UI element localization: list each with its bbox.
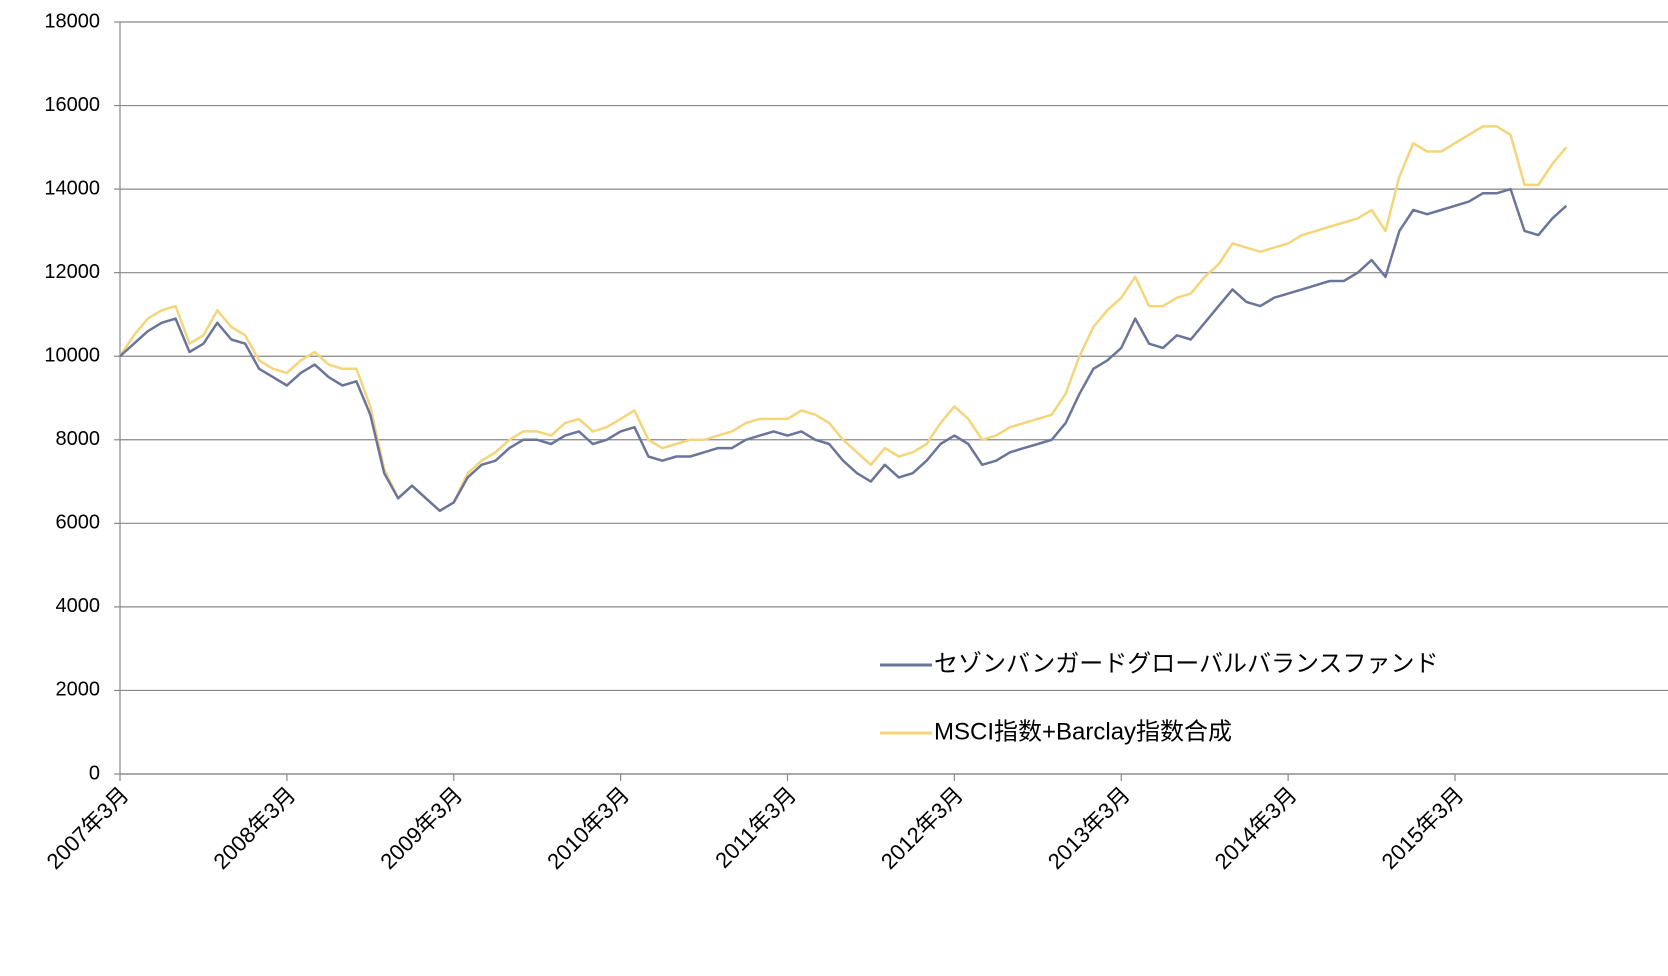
x-tick-label: 2015年3月 bbox=[1377, 782, 1469, 874]
y-tick-label: 14000 bbox=[44, 177, 100, 199]
y-tick-label: 2000 bbox=[56, 679, 101, 701]
legend-label: セゾンバンガードグローバルバランスファンド bbox=[934, 650, 1438, 677]
x-tick-label: 2013年3月 bbox=[1043, 782, 1135, 874]
legend-label: MSCI指数+Barclay指数合成 bbox=[934, 718, 1232, 745]
x-tick-label: 2012年3月 bbox=[876, 782, 968, 874]
x-tick-label: 2010年3月 bbox=[542, 782, 634, 874]
y-tick-label: 8000 bbox=[56, 428, 101, 450]
series-line bbox=[118, 125, 1568, 513]
y-tick-label: 10000 bbox=[44, 345, 100, 367]
y-tick-label: 16000 bbox=[44, 94, 100, 116]
x-tick-label: 2008年3月 bbox=[208, 782, 300, 874]
y-tick-label: 18000 bbox=[44, 10, 100, 32]
series-line bbox=[119, 187, 1568, 513]
x-tick-label: 2007年3月 bbox=[42, 782, 134, 874]
y-tick-label: 4000 bbox=[56, 595, 101, 617]
y-tick-label: 6000 bbox=[56, 512, 101, 534]
x-tick-label: 2009年3月 bbox=[375, 782, 467, 874]
x-tick-label: 2014年3月 bbox=[1210, 782, 1302, 874]
y-tick-label: 12000 bbox=[44, 261, 100, 283]
y-tick-label: 0 bbox=[89, 762, 100, 784]
x-tick-label: 2011年3月 bbox=[710, 782, 801, 873]
